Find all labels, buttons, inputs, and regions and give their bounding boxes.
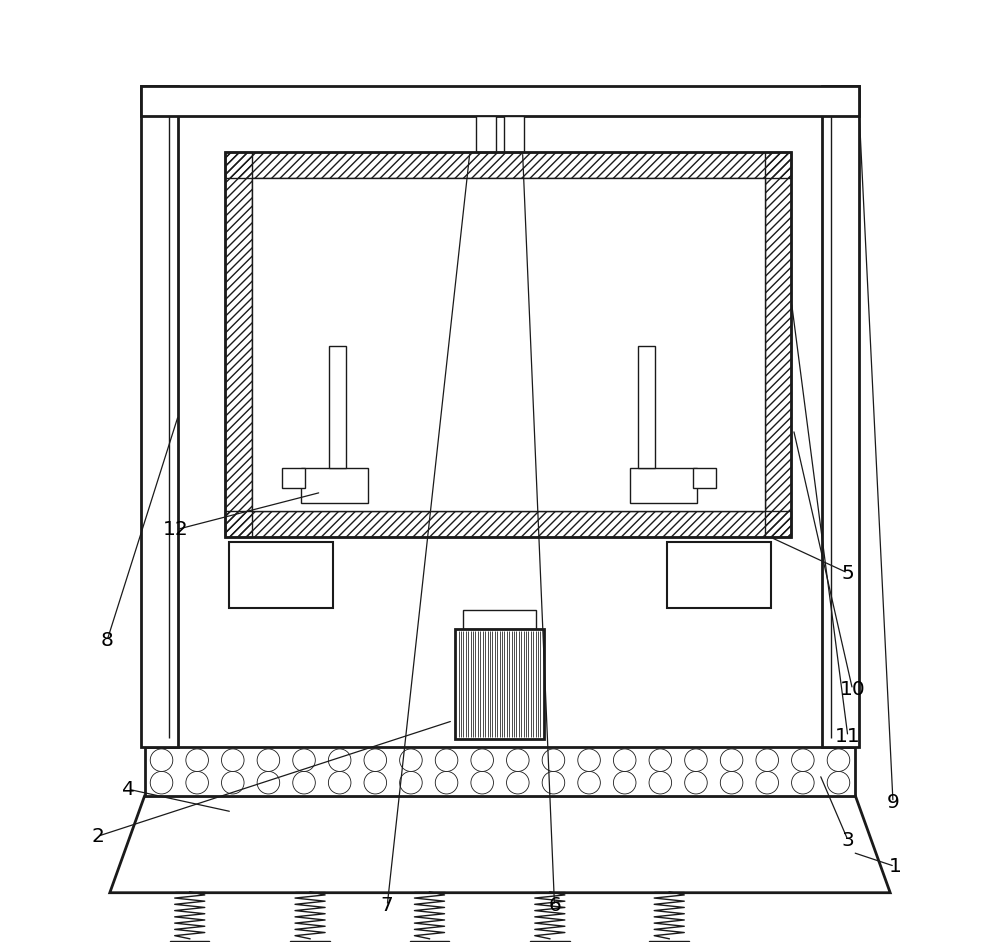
Circle shape: [435, 749, 458, 771]
Circle shape: [578, 749, 600, 771]
Text: 6: 6: [548, 897, 561, 916]
Circle shape: [186, 771, 208, 794]
Bar: [145, 747, 855, 796]
Circle shape: [649, 749, 672, 771]
Circle shape: [150, 749, 173, 771]
Bar: [290, 941, 330, 943]
Polygon shape: [110, 796, 890, 893]
Bar: [225, 152, 252, 538]
Bar: [693, 468, 716, 488]
Bar: [630, 468, 697, 504]
Text: 4: 4: [122, 780, 135, 799]
Bar: [410, 941, 449, 943]
Bar: [141, 86, 859, 116]
Bar: [225, 152, 791, 538]
Text: 9: 9: [887, 793, 899, 812]
Circle shape: [685, 749, 707, 771]
Circle shape: [435, 771, 458, 794]
Bar: [822, 86, 859, 747]
Bar: [225, 511, 791, 538]
Text: 12: 12: [163, 521, 188, 539]
Circle shape: [827, 771, 850, 794]
Circle shape: [613, 771, 636, 794]
Bar: [282, 468, 305, 488]
Circle shape: [328, 749, 351, 771]
Bar: [301, 468, 368, 504]
Circle shape: [792, 749, 814, 771]
Circle shape: [649, 771, 672, 794]
Bar: [329, 345, 346, 468]
Circle shape: [471, 749, 493, 771]
Bar: [225, 152, 791, 178]
Bar: [170, 941, 209, 943]
Bar: [252, 178, 765, 511]
Bar: [463, 610, 536, 629]
Circle shape: [293, 771, 315, 794]
Circle shape: [186, 749, 208, 771]
Bar: [504, 116, 524, 152]
Circle shape: [756, 771, 779, 794]
Circle shape: [400, 771, 422, 794]
Circle shape: [221, 749, 244, 771]
Circle shape: [542, 749, 565, 771]
Bar: [667, 542, 771, 608]
Text: 1: 1: [888, 857, 901, 876]
Text: 7: 7: [381, 897, 394, 916]
Circle shape: [720, 749, 743, 771]
Bar: [141, 86, 178, 747]
Circle shape: [257, 771, 280, 794]
Circle shape: [150, 771, 173, 794]
Circle shape: [578, 771, 600, 794]
Text: 8: 8: [101, 631, 113, 651]
Circle shape: [400, 749, 422, 771]
Circle shape: [507, 771, 529, 794]
Circle shape: [221, 771, 244, 794]
Bar: [455, 629, 544, 739]
Text: 2: 2: [91, 827, 104, 846]
Circle shape: [257, 749, 280, 771]
Bar: [649, 941, 689, 943]
Text: 11: 11: [835, 727, 861, 746]
Circle shape: [827, 749, 850, 771]
Circle shape: [507, 749, 529, 771]
Circle shape: [471, 771, 493, 794]
Text: 5: 5: [842, 564, 854, 583]
Circle shape: [328, 771, 351, 794]
Circle shape: [364, 749, 387, 771]
Text: 3: 3: [842, 831, 854, 850]
Bar: [638, 345, 655, 468]
Circle shape: [364, 771, 387, 794]
Circle shape: [720, 771, 743, 794]
Circle shape: [613, 749, 636, 771]
Circle shape: [542, 771, 565, 794]
Bar: [229, 542, 333, 608]
Bar: [476, 116, 496, 152]
Circle shape: [293, 749, 315, 771]
Circle shape: [756, 749, 779, 771]
Circle shape: [792, 771, 814, 794]
Circle shape: [685, 771, 707, 794]
Text: 10: 10: [840, 680, 865, 699]
Bar: [530, 941, 570, 943]
Bar: [765, 152, 791, 538]
